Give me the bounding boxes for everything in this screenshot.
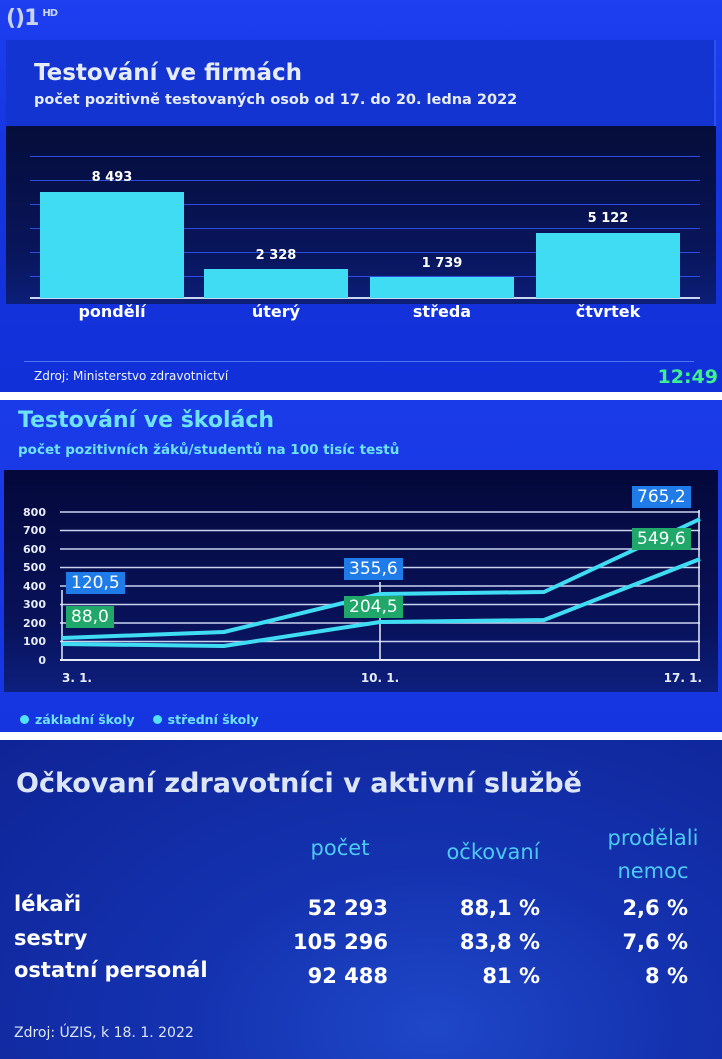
- cell-count: 52 293: [307, 896, 388, 920]
- source-note: Zdroj: Ministerstvo zdravotnictví: [34, 369, 229, 383]
- svg-text:600: 600: [23, 543, 46, 556]
- bar-value-label: 5 122: [587, 211, 629, 226]
- cell-vaccinated: 81 %: [482, 964, 540, 988]
- cell-recovered: 2,6 %: [622, 896, 688, 920]
- svg-text:17. 1.: 17. 1.: [664, 671, 702, 685]
- hd-badge: HD: [42, 8, 58, 19]
- footer-divider: [24, 361, 694, 362]
- gridline: [30, 204, 700, 205]
- bar-streda: [370, 277, 514, 298]
- data-label-blue: 765,2: [632, 486, 691, 508]
- line-plot-area: 800 700 600 500 400 300 200 100 0 3. 1. …: [4, 470, 718, 692]
- chart-subtitle: počet pozitivně testovaných osob od 17. …: [34, 92, 518, 108]
- svg-text:0: 0: [38, 654, 46, 667]
- row-label: sestry: [14, 926, 88, 950]
- vaccinated-healthcare-panel: Očkovaní zdravotníci v aktivní službě po…: [0, 740, 722, 1059]
- gridline: [30, 252, 700, 253]
- source-note: Zdroj: ÚZIS, k 18. 1. 2022: [14, 1025, 194, 1041]
- cell-vaccinated: 88,1 %: [459, 896, 540, 920]
- svg-text:400: 400: [23, 580, 46, 593]
- gridline: [30, 276, 700, 277]
- column-header-recovered-2: nemoc: [617, 859, 689, 883]
- chart-title: Testování ve školách: [18, 408, 275, 433]
- legend-label: základní školy: [35, 712, 135, 727]
- broadcast-clock: 12:49: [657, 366, 718, 388]
- svg-text:100: 100: [23, 635, 46, 648]
- chart-legend: základní školy střední školy: [20, 712, 259, 727]
- ct1-logo-icon: ()1: [6, 6, 39, 31]
- firms-testing-panel: ()1 HD Testování ve firmách počet pozitiv…: [0, 0, 722, 392]
- bar-ctvrtek: [536, 233, 680, 298]
- data-label-green: 88,0: [66, 606, 114, 628]
- channel-logo: ()1 HD: [6, 6, 58, 31]
- row-label: ostatní personál: [14, 958, 208, 982]
- x-axis-ticks: 3. 1. 10. 1. 17. 1.: [62, 671, 702, 685]
- bar-pondeli: [40, 192, 184, 298]
- gridline: [30, 228, 700, 229]
- legend-item: základní školy: [20, 712, 135, 727]
- gridline: [30, 180, 700, 181]
- chart-title: Testování ve firmách: [34, 60, 302, 86]
- category-label: čtvrtek: [575, 302, 641, 321]
- column-header-count: počet: [310, 836, 370, 860]
- column-header-recovered-1: prodělali: [607, 826, 699, 850]
- data-label-green: 204,5: [344, 596, 403, 618]
- svg-text:300: 300: [23, 598, 46, 611]
- svg-text:700: 700: [23, 524, 46, 537]
- data-label-green: 549,6: [632, 528, 691, 550]
- bar-plot-area: 8 493 2 328 1 739 5 122: [6, 126, 716, 304]
- svg-text:3. 1.: 3. 1.: [62, 671, 92, 685]
- table-title: Očkovaní zdravotníci v aktivní službě: [16, 768, 582, 799]
- column-header-vaccinated: očkovaní: [446, 840, 540, 864]
- cell-recovered: 7,6 %: [622, 930, 688, 954]
- chart-subtitle: počet pozitivních žáků/studentů na 100 t…: [18, 442, 400, 458]
- legend-dot-icon: [20, 715, 29, 724]
- bar-value-label: 1 739: [421, 256, 463, 271]
- cell-vaccinated: 83,8 %: [459, 930, 540, 954]
- x-axis-baseline: [30, 297, 700, 299]
- data-label-blue: 355,6: [344, 558, 403, 580]
- bar-value-label: 8 493: [91, 170, 133, 185]
- category-label: středa: [412, 302, 472, 321]
- cell-count: 105 296: [293, 930, 388, 954]
- legend-item: střední školy: [152, 712, 259, 727]
- svg-text:10. 1.: 10. 1.: [361, 671, 399, 685]
- y-axis-ticks: 800 700 600 500 400 300 200 100 0: [23, 506, 46, 667]
- cell-recovered: 8 %: [645, 964, 688, 988]
- legend-dot-icon: [152, 715, 162, 724]
- panel-header: Testování ve firmách počet pozitivně tes…: [6, 40, 716, 126]
- bar-utery: [204, 269, 348, 298]
- data-label-blue: 120,5: [66, 572, 125, 594]
- schools-testing-panel: Testování ve školách počet pozitivních ž…: [0, 400, 722, 732]
- bar-value-label: 2 328: [255, 248, 297, 263]
- svg-text:500: 500: [23, 561, 46, 574]
- svg-text:200: 200: [23, 617, 46, 630]
- cell-count: 92 488: [307, 964, 388, 988]
- svg-text:800: 800: [23, 506, 46, 519]
- series-lower-line: [61, 557, 701, 648]
- category-label: pondělí: [78, 302, 146, 321]
- category-label: úterý: [251, 302, 301, 321]
- gridline: [30, 156, 700, 157]
- series-upper-line: [61, 517, 701, 640]
- row-label: lékaři: [14, 892, 82, 916]
- legend-label: střední školy: [167, 712, 259, 727]
